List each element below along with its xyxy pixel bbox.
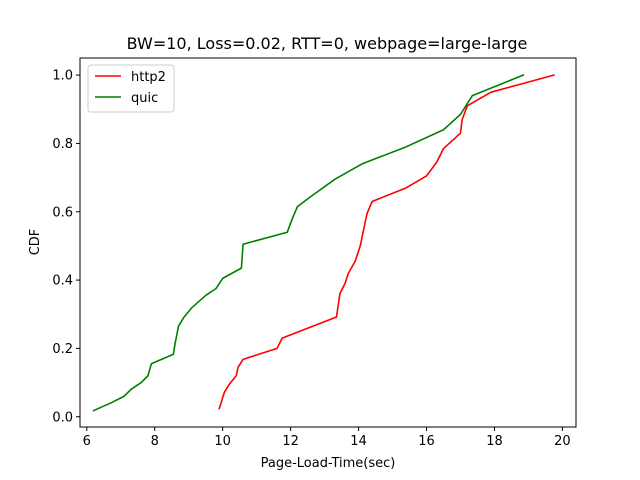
series-line-quic xyxy=(92,74,525,412)
x-tick-label: 12 xyxy=(282,434,299,449)
x-tick-label: 14 xyxy=(350,434,367,449)
chart-title: BW=10, Loss=0.02, RTT=0, webpage=large-l… xyxy=(127,34,528,53)
x-axis-label: Page-Load-Time(sec) xyxy=(261,456,396,471)
y-axis: 0.0 0.2 0.4 0.6 0.8 1.0 xyxy=(52,69,80,425)
x-tick-label: 6 xyxy=(83,434,91,449)
y-tick-label: 0.6 xyxy=(52,205,73,220)
legend: http2 quic xyxy=(87,64,175,113)
y-axis-label: CDF xyxy=(28,229,43,256)
x-tick-label: 8 xyxy=(151,434,159,449)
series-line-http2 xyxy=(218,74,555,410)
x-tick-label: 16 xyxy=(418,434,435,449)
y-tick-label: 0.4 xyxy=(52,274,73,289)
plot-frame xyxy=(79,57,577,428)
x-tick-label: 10 xyxy=(214,434,231,449)
y-tick-label: 0.2 xyxy=(52,342,73,357)
x-tick-label: 20 xyxy=(554,434,571,449)
y-tick-label: 1.0 xyxy=(52,69,73,84)
legend-label-quic: quic xyxy=(131,91,158,106)
x-tick-label: 18 xyxy=(486,434,503,449)
y-tick-label: 0.8 xyxy=(52,137,73,152)
plot-area xyxy=(92,74,555,412)
y-tick-label: 0.0 xyxy=(52,410,73,425)
legend-label-http2: http2 xyxy=(131,70,166,85)
x-axis: 6 8 10 12 14 16 18 20 xyxy=(83,427,571,449)
